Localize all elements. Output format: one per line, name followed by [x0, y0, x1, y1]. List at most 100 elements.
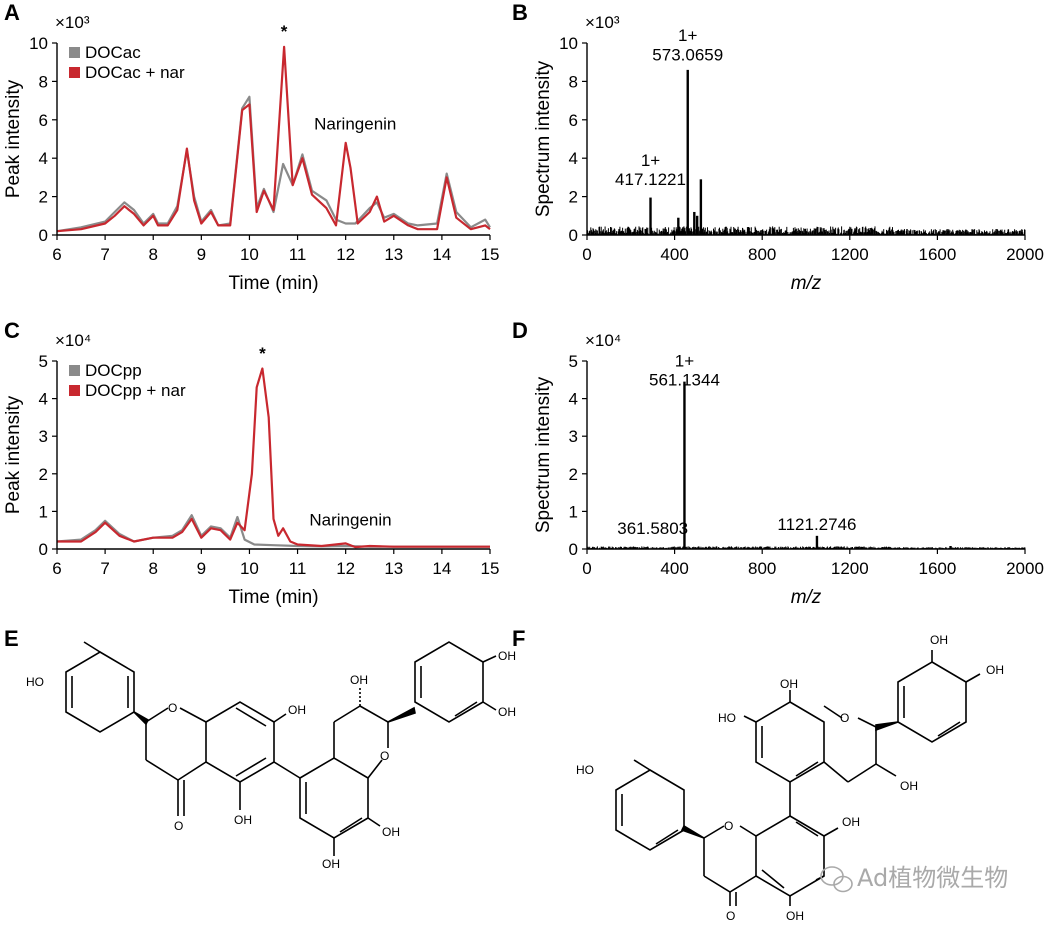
chart-c-legend-swatch-2 [69, 385, 80, 396]
structure-f-labels: OH OH OH HO O OH HO O OH O OH [576, 633, 1004, 923]
chart-c-x-tick-label-7: 12 [336, 559, 355, 578]
chart-c-legend-swatch-1 [69, 365, 80, 376]
panel-label-e: E [4, 626, 19, 651]
chart-b-y-tick-label-5: 8 [569, 72, 578, 91]
chart-c-x-axis-label: Time (min) [228, 587, 318, 608]
chem-e-label-3: O [174, 819, 183, 833]
chart-b-x-tick-label-3: 800 [748, 245, 776, 264]
chart-b-y-axis-label: Spectrum intensity [533, 60, 554, 217]
chart-b-y-tick-label-1: 0 [569, 226, 578, 245]
chart-a-x-tick-label-2: 7 [100, 245, 109, 264]
chart-d-y-tick-label-4: 3 [569, 427, 578, 446]
chart-a-series-line-2 [56, 45, 491, 233]
chart-a-y-axis-label: Peak intensity [3, 79, 24, 198]
chart-d-x-tick-label-6: 2000 [1006, 559, 1044, 578]
chart-d-x-tick-label-2: 400 [660, 559, 688, 578]
chart-d-y-axis-label: Spectrum intensity [533, 376, 554, 533]
chem-e-label-10: OH [382, 825, 400, 839]
chart-a-x-tick-label-8: 13 [384, 245, 403, 264]
chart-d-y-tick-label-1: 0 [569, 540, 578, 559]
chart-a-annotation-1: * [281, 22, 288, 41]
panel-label-b: B [512, 0, 528, 25]
chart-d-annotation-3: 361.5803 [617, 519, 688, 538]
chart-a-legend-label-2: DOCac + nar [85, 63, 185, 82]
chart-a-exponent: ×10³ [55, 13, 90, 32]
chemical-structure-f [615, 650, 981, 906]
chem-f-label-8: O [724, 819, 733, 833]
chart-a-annotation-2: Naringenin [314, 114, 396, 133]
panel-label-c: C [4, 318, 20, 343]
chart-d-x-axis-label: m/z [791, 587, 822, 608]
chart-a-x-axis-label: Time (min) [228, 273, 318, 294]
chart-d-annotation-1: 1+ [675, 352, 694, 371]
chem-e-label-8: OH [498, 649, 516, 663]
chart-b-y-tick-label-4: 6 [569, 111, 578, 130]
chart-b-x-axis-label: m/z [791, 273, 822, 294]
chart-d-y-tick-label-2: 1 [569, 502, 578, 521]
wechat-icon [820, 866, 853, 893]
chem-e-label-11: OH [322, 857, 340, 871]
chart-a-x-tick-label-7: 12 [336, 245, 355, 264]
chart-a-x-tick-label-1: 6 [52, 245, 61, 264]
chart-a-x-tick-label-6: 11 [289, 245, 307, 264]
chart-b-x-tick-label-4: 1200 [831, 245, 869, 264]
chart-c-x-tick-label-6: 11 [289, 559, 307, 578]
chart-b-exponent: ×10³ [585, 13, 620, 32]
chart-a-y-tick-label-6: 10 [29, 34, 48, 53]
chart-c-exponent: ×10⁴ [55, 331, 91, 350]
chart-a-legend-swatch-1 [69, 47, 80, 58]
chart-d-x-tick-label-5: 1600 [918, 559, 956, 578]
chart-c-y-axis-label: Peak intensity [3, 395, 24, 514]
chart-b-x-tick-label-2: 400 [660, 245, 688, 264]
chart-d-x-tick-label-4: 1200 [831, 559, 869, 578]
chart-a-y-tick-label-2: 2 [39, 188, 48, 207]
chart-d-annotation-2: 561.1344 [649, 370, 720, 389]
panel-label-d: D [512, 318, 528, 343]
chart-c-x-tick-label-5: 10 [240, 559, 259, 578]
chart-a-y-tick-label-3: 4 [39, 149, 48, 168]
chem-f-label-3: OH [780, 677, 798, 691]
chart-c-x-tick-label-1: 6 [52, 559, 61, 578]
chart-c-x-tick-label-3: 8 [148, 559, 157, 578]
chart-b-y-tick-label-6: 10 [559, 34, 578, 53]
chem-e-label-6: OH [234, 813, 252, 827]
chart-a-x-tick-label-5: 10 [240, 245, 259, 264]
chart-a-x-tick-label-9: 14 [432, 245, 451, 264]
chem-f-label-6: OH [900, 779, 918, 793]
chart-a-y-tick-label-4: 6 [39, 111, 48, 130]
chart-c-series-line-1 [56, 514, 490, 548]
chart-c-x-tick-label-4: 9 [197, 559, 206, 578]
chart-c-x-tick-label-2: 7 [100, 559, 109, 578]
chart-b-baseline-noise [586, 226, 1026, 235]
watermark: Ad植物微生物 [820, 864, 1008, 893]
chart-a-x-tick-label-4: 9 [197, 245, 206, 264]
chem-f-label-9: OH [842, 815, 860, 829]
chart-c-annotation-2: Naringenin [309, 511, 391, 530]
chart-b-y-tick-label-3: 4 [569, 149, 578, 168]
chart-c-y-tick-label-4: 3 [39, 427, 48, 446]
chart-c-x-tick-label-8: 13 [384, 559, 403, 578]
chem-e-label-2: O [168, 701, 177, 715]
chart-a-x-tick-label-10: 15 [481, 245, 500, 264]
chem-f-label-11: OH [786, 909, 804, 923]
chem-e-label-9: OH [498, 705, 516, 719]
chem-e-label-5: OH [288, 703, 306, 717]
chart-c-series-line-2 [57, 367, 490, 549]
chart-d: 0 400 800 1200 1600 2000 0 1 2 3 4 5 ×10⁴ m/z Spectrum… [533, 331, 1044, 608]
chart-c-x-tick-label-10: 15 [481, 559, 500, 578]
chart-b-y-tick-label-2: 2 [569, 188, 578, 207]
chem-e-label-1: HO [26, 675, 44, 689]
chart-c-y-tick-label-3: 2 [39, 465, 48, 484]
chart-a-y-tick-label-1: 0 [39, 226, 48, 245]
panel-label-a: A [4, 0, 20, 25]
chem-f-label-2: OH [986, 663, 1004, 677]
chart-c-legend-label-1: DOCpp [85, 361, 142, 380]
chem-f-label-10: O [726, 909, 735, 923]
chart-d-y-tick-label-5: 4 [569, 390, 578, 409]
chart-c-legend-label-2: DOCpp + nar [85, 381, 186, 400]
chart-c-y-tick-label-5: 4 [39, 390, 48, 409]
chart-d-x-tick-label-3: 800 [748, 559, 776, 578]
